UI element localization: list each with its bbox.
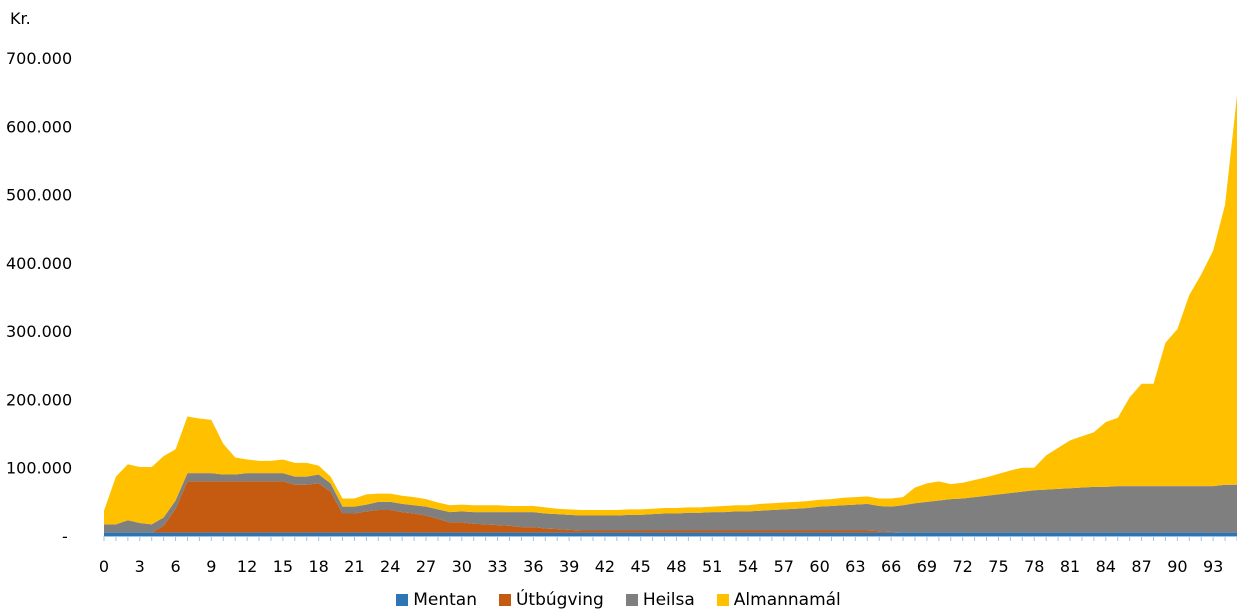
y-tick-label: 500.000 <box>6 186 72 205</box>
legend-label: Heilsa <box>642 590 695 610</box>
legend-swatch <box>498 594 511 606</box>
legend-item: Almannamál <box>716 590 841 610</box>
legend-swatch <box>625 594 638 606</box>
y-tick-label: 300.000 <box>6 322 72 341</box>
legend-label: Mentan <box>413 590 477 610</box>
series-area-3 <box>104 95 1237 525</box>
x-tick-label: 45 <box>631 557 651 576</box>
y-tick-label: 200.000 <box>6 390 72 409</box>
y-tick-label: 700.000 <box>6 49 72 68</box>
x-tick-label: 15 <box>273 557 293 576</box>
x-tick-label: 24 <box>380 557 400 576</box>
x-tick-label: 54 <box>738 557 758 576</box>
x-tick-label: 18 <box>308 557 328 576</box>
x-tick-label: 42 <box>595 557 615 576</box>
x-tick-label: 93 <box>1203 557 1223 576</box>
x-tick-label: 21 <box>344 557 364 576</box>
x-tick-label: 57 <box>774 557 794 576</box>
x-tick-label: 90 <box>1167 557 1187 576</box>
x-tick-label: 30 <box>452 557 472 576</box>
series-area-0 <box>104 532 1237 536</box>
y-tick-label: 100.000 <box>6 459 72 478</box>
x-tick-label: 6 <box>170 557 180 576</box>
legend-label: Almannamál <box>733 590 841 610</box>
x-axis: 0 3 6 9 12 15 18 21 24 27 30 33 36 39 42 45 48 51 54 57 60 63… <box>99 536 1237 576</box>
x-tick-label: 63 <box>845 557 865 576</box>
legend-swatch <box>716 594 729 606</box>
y-axis-ticks: - 100.000 200.000 300.000 400.000 500.000 600.… <box>6 49 72 546</box>
legend: Mentan Útbúgving Heilsa Almannamál <box>0 588 1237 612</box>
x-tick-label: 84 <box>1096 557 1116 576</box>
x-tick-label: 27 <box>416 557 436 576</box>
x-tick-label: 36 <box>523 557 543 576</box>
x-tick-label: 3 <box>135 557 145 576</box>
x-tick-label: 12 <box>237 557 257 576</box>
x-tick-label: 78 <box>1024 557 1044 576</box>
series-area-1 <box>104 481 1237 533</box>
legend-item: Heilsa <box>625 590 695 610</box>
x-tick-label: 81 <box>1060 557 1080 576</box>
x-tick-label: 0 <box>99 557 109 576</box>
x-tick-label: 87 <box>1131 557 1151 576</box>
y-axis-label: Kr. <box>10 9 31 28</box>
x-tick-label: 60 <box>809 557 829 576</box>
legend-item: Mentan <box>396 590 477 610</box>
series-areas <box>104 95 1237 536</box>
legend-swatch <box>396 594 409 606</box>
x-tick-label: 9 <box>206 557 216 576</box>
x-tick-label: 33 <box>487 557 507 576</box>
x-tick-label: 39 <box>559 557 579 576</box>
x-tick-label: 72 <box>953 557 973 576</box>
series-area-2 <box>104 473 1237 533</box>
y-tick-label: - <box>62 527 68 546</box>
x-tick-label: 69 <box>917 557 937 576</box>
x-tick-label: 48 <box>666 557 686 576</box>
legend-item: Útbúgving <box>498 590 604 610</box>
legend-label: Útbúgving <box>515 590 604 610</box>
area-chart: Kr. - 100.000 200.000 300.000 400.000 500.000… <box>6 9 1237 576</box>
x-tick-label: 66 <box>881 557 901 576</box>
y-tick-label: 600.000 <box>6 117 72 136</box>
y-tick-label: 400.000 <box>6 254 72 273</box>
x-tick-label: 51 <box>702 557 722 576</box>
x-tick-label: 75 <box>988 557 1008 576</box>
